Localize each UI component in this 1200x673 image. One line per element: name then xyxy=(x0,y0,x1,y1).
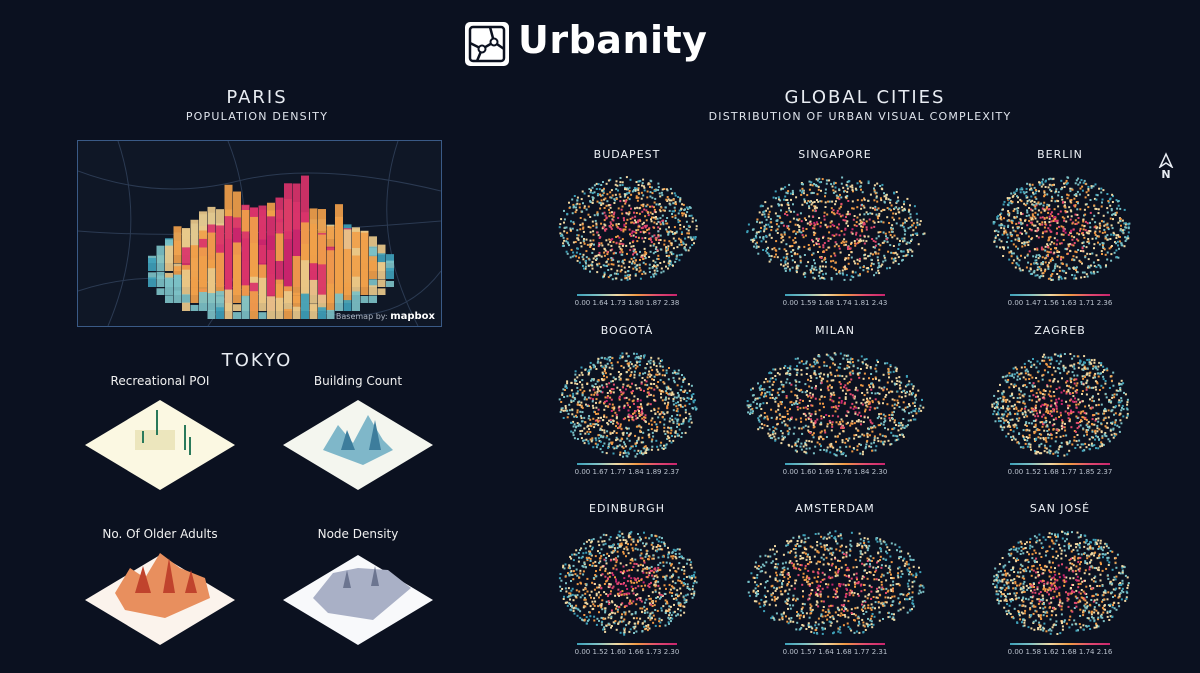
mapbox-attribution[interactable]: Basemap by: mapbox xyxy=(336,311,435,322)
north-label: N xyxy=(1161,168,1171,181)
paris-subtitle: POPULATION DENSITY xyxy=(185,110,329,123)
city-title-zagreb: ZAGREB xyxy=(1034,324,1086,337)
legend-color-bar xyxy=(1010,643,1110,645)
tokyo-map-node-density xyxy=(283,555,433,645)
brand-title: Urbanity xyxy=(518,18,708,62)
city-legend-milan: 0.00 1.60 1.69 1.76 1.84 2.30 xyxy=(765,463,905,481)
city-title-singapore: SINGAPORE xyxy=(798,148,872,161)
tokyo-label-node-density: Node Density xyxy=(317,527,399,541)
tokyo-map-recreational-poi xyxy=(85,400,235,490)
tokyo-label-building-count: Building Count xyxy=(313,374,403,388)
urbanity-logo-icon xyxy=(465,22,509,66)
tokyo-label-older-adults: No. Of Older Adults xyxy=(102,527,218,541)
legend-color-bar xyxy=(785,463,885,465)
north-arrow: N xyxy=(1156,152,1176,181)
city-title-edinburgh: EDINBURGH xyxy=(589,502,665,515)
tokyo-label-recreational-poi: Recreational POI xyxy=(110,374,210,388)
legend-values: 0.00 1.47 1.56 1.63 1.71 2.36 xyxy=(1007,299,1113,307)
city-legend-bogot-: 0.00 1.67 1.77 1.84 1.89 2.37 xyxy=(557,463,697,481)
city-map-amsterdam xyxy=(747,530,925,635)
legend-color-bar xyxy=(577,294,677,296)
tokyo-map-older-adults xyxy=(85,553,235,645)
city-legend-berlin: 0.00 1.47 1.56 1.63 1.71 2.36 xyxy=(990,294,1130,312)
city-title-berlin: BERLIN xyxy=(1037,148,1083,161)
legend-values: 0.00 1.60 1.69 1.76 1.84 2.30 xyxy=(782,468,888,476)
mapbox-logo: mapbox xyxy=(390,311,435,322)
global-subtitle: DISTRIBUTION OF URBAN VISUAL COMPLEXITY xyxy=(708,110,1012,123)
city-legend-zagreb: 0.00 1.52 1.68 1.77 1.85 2.37 xyxy=(990,463,1130,481)
legend-color-bar xyxy=(1010,463,1110,465)
city-map-san-jos- xyxy=(992,530,1130,635)
city-title-amsterdam: AMSTERDAM xyxy=(795,502,875,515)
city-legend-budapest: 0.00 1.64 1.73 1.80 1.87 2.38 xyxy=(557,294,697,312)
city-map-singapore xyxy=(746,176,926,281)
city-title-san-jos-: SAN JOSÉ xyxy=(1029,502,1091,515)
tokyo-title: TOKYO xyxy=(221,350,293,371)
city-legend-edinburgh: 0.00 1.52 1.60 1.66 1.73 2.30 xyxy=(557,643,697,661)
city-map-edinburgh xyxy=(558,530,698,636)
city-map-zagreb xyxy=(991,353,1129,457)
city-legend-singapore: 0.00 1.59 1.68 1.74 1.81 2.43 xyxy=(765,294,905,312)
city-legend-amsterdam: 0.00 1.57 1.64 1.68 1.77 2.31 xyxy=(765,643,905,661)
north-arrow-icon xyxy=(1158,152,1174,168)
city-map-budapest xyxy=(558,176,698,281)
paris-title: PARIS xyxy=(226,87,288,108)
city-map-berlin xyxy=(992,176,1131,281)
legend-values: 0.00 1.52 1.60 1.66 1.73 2.30 xyxy=(574,648,680,656)
city-legend-san-jos-: 0.00 1.58 1.62 1.68 1.74 2.16 xyxy=(990,643,1130,661)
legend-values: 0.00 1.58 1.62 1.68 1.74 2.16 xyxy=(1007,648,1113,656)
attribution-prefix: Basemap by: xyxy=(335,312,388,321)
city-title-milan: MILAN xyxy=(815,324,855,337)
legend-color-bar xyxy=(785,643,885,645)
city-title-budapest: BUDAPEST xyxy=(593,148,661,161)
legend-values: 0.00 1.57 1.64 1.68 1.77 2.31 xyxy=(782,648,888,656)
legend-color-bar xyxy=(785,294,885,296)
legend-values: 0.00 1.67 1.77 1.84 1.89 2.37 xyxy=(574,468,680,476)
legend-color-bar xyxy=(577,463,677,465)
city-map-milan xyxy=(746,352,925,457)
legend-values: 0.00 1.59 1.68 1.74 1.81 2.43 xyxy=(782,299,888,307)
global-title: GLOBAL CITIES xyxy=(784,87,946,108)
legend-values: 0.00 1.64 1.73 1.80 1.87 2.38 xyxy=(574,299,680,307)
paris-density-map: Basemap by: mapbox xyxy=(77,140,442,327)
city-title-bogot-: BOGOTÁ xyxy=(600,324,654,337)
legend-color-bar xyxy=(1010,294,1110,296)
tokyo-map-building-count xyxy=(283,400,433,490)
city-map-bogot- xyxy=(558,352,698,458)
paris-3d-bars xyxy=(78,141,441,326)
legend-values: 0.00 1.52 1.68 1.77 1.85 2.37 xyxy=(1007,468,1113,476)
legend-color-bar xyxy=(577,643,677,645)
